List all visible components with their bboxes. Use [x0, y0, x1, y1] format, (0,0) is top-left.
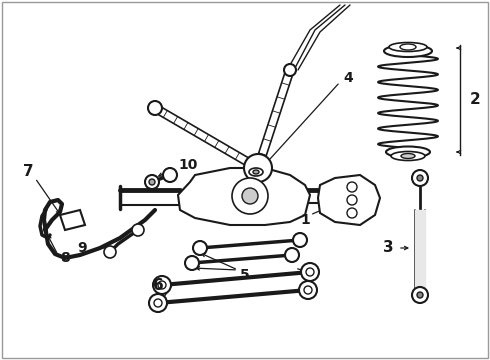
Ellipse shape: [253, 170, 259, 174]
Circle shape: [347, 182, 357, 192]
Text: 8: 8: [60, 251, 70, 265]
Circle shape: [104, 246, 116, 258]
Circle shape: [250, 160, 266, 176]
Ellipse shape: [401, 153, 415, 158]
Circle shape: [306, 268, 314, 276]
Circle shape: [154, 299, 162, 307]
Circle shape: [293, 233, 307, 247]
Circle shape: [347, 195, 357, 205]
Ellipse shape: [249, 168, 263, 176]
Circle shape: [299, 281, 317, 299]
Text: 10: 10: [178, 158, 197, 172]
Circle shape: [242, 188, 258, 204]
Circle shape: [153, 276, 171, 294]
Circle shape: [285, 248, 299, 262]
Circle shape: [232, 178, 268, 214]
Text: 5: 5: [240, 268, 250, 282]
Text: 1: 1: [300, 213, 310, 227]
Circle shape: [163, 168, 177, 182]
Circle shape: [148, 101, 162, 115]
Circle shape: [145, 175, 159, 189]
Circle shape: [193, 241, 207, 255]
Circle shape: [244, 154, 272, 182]
Circle shape: [149, 179, 155, 185]
Circle shape: [185, 256, 199, 270]
Circle shape: [158, 281, 166, 289]
Circle shape: [301, 263, 319, 281]
Text: 2: 2: [469, 93, 480, 108]
Circle shape: [284, 64, 296, 76]
Circle shape: [417, 292, 423, 298]
Circle shape: [347, 208, 357, 218]
Polygon shape: [60, 210, 85, 230]
Ellipse shape: [389, 42, 427, 51]
Circle shape: [149, 294, 167, 312]
Circle shape: [412, 287, 428, 303]
Text: 9: 9: [77, 241, 87, 255]
Text: 3: 3: [383, 240, 393, 256]
Text: 6: 6: [152, 278, 163, 292]
Circle shape: [412, 170, 428, 186]
Text: 4: 4: [343, 71, 353, 85]
Circle shape: [132, 224, 144, 236]
Ellipse shape: [400, 44, 416, 50]
Ellipse shape: [386, 147, 430, 158]
Polygon shape: [318, 175, 380, 225]
Ellipse shape: [384, 45, 432, 57]
Polygon shape: [254, 69, 294, 169]
Polygon shape: [153, 104, 260, 171]
Circle shape: [417, 175, 423, 181]
Ellipse shape: [391, 152, 425, 161]
Circle shape: [304, 286, 312, 294]
Polygon shape: [178, 168, 310, 225]
Text: 7: 7: [23, 165, 33, 180]
